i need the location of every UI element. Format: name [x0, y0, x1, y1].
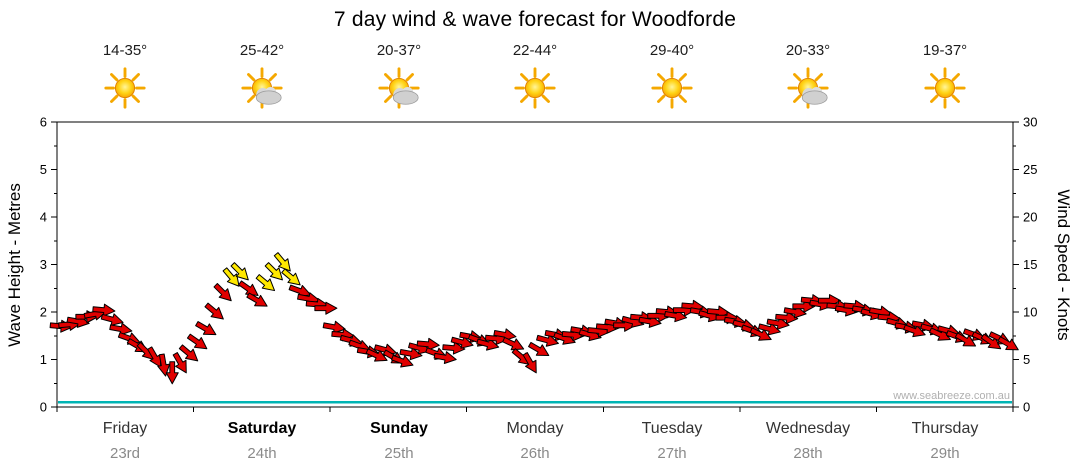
day-label: Wednesday — [765, 420, 851, 437]
day-column: 20-33° — [738, 42, 878, 116]
svg-text:10: 10 — [1023, 305, 1037, 320]
sun-icon — [104, 67, 146, 109]
day-column: 14-35° — [55, 42, 195, 116]
temperature-range: 25-42° — [239, 42, 285, 59]
day-label: Saturday — [227, 420, 297, 437]
sun-cloud-icon — [378, 67, 420, 109]
svg-text:5: 5 — [1023, 352, 1030, 367]
date-label: 23rd — [109, 445, 141, 462]
day-label: Tuesday — [641, 420, 703, 437]
left-axis-label: Wave Height - Metres — [5, 183, 24, 347]
svg-text:30: 30 — [1023, 115, 1037, 130]
chart-title: 7 day wind & wave forecast for Woodforde — [333, 8, 737, 31]
day-column: 25-42° — [192, 42, 332, 116]
right-axis-label: Wind Speed - Knots — [1054, 189, 1073, 341]
svg-text:6: 6 — [40, 115, 47, 130]
day-label: Thursday — [911, 420, 979, 437]
day-column: 19-37° — [875, 42, 1015, 116]
date-label: 25th — [384, 445, 414, 462]
day-column: 22-44° — [465, 42, 605, 116]
svg-text:2: 2 — [40, 305, 47, 320]
svg-text:5: 5 — [40, 162, 47, 177]
svg-text:4: 4 — [40, 210, 47, 225]
day-column: 29-40° — [602, 42, 742, 116]
sun-cloud-icon — [241, 67, 283, 109]
date-label: 24th — [247, 445, 277, 462]
sun-icon — [924, 67, 966, 109]
day-label: Friday — [102, 420, 148, 437]
date-label: 26th — [520, 445, 550, 462]
svg-text:3: 3 — [40, 257, 47, 272]
temperature-range: 29-40° — [649, 42, 695, 59]
sun-icon — [514, 67, 556, 109]
svg-text:20: 20 — [1023, 210, 1037, 225]
temperature-range: 20-37° — [376, 42, 422, 59]
day-label: Monday — [506, 420, 564, 437]
svg-text:15: 15 — [1023, 257, 1037, 272]
temperature-range: 22-44° — [512, 42, 558, 59]
sun-icon — [651, 67, 693, 109]
date-label: 27th — [657, 445, 687, 462]
date-label: 28th — [793, 445, 823, 462]
sun-cloud-icon — [787, 67, 829, 109]
day-label: Sunday — [370, 420, 428, 437]
temperature-range: 14-35° — [102, 42, 148, 59]
temperature-range: 19-37° — [922, 42, 968, 59]
watermark: www.seabreeze.com.au — [893, 390, 1010, 402]
temperature-range: 20-33° — [785, 42, 831, 59]
date-label: 29th — [930, 445, 960, 462]
svg-text:25: 25 — [1023, 162, 1037, 177]
svg-text:1: 1 — [40, 352, 47, 367]
day-column: 20-37° — [329, 42, 469, 116]
svg-text:0: 0 — [40, 400, 47, 415]
svg-text:0: 0 — [1023, 400, 1030, 415]
